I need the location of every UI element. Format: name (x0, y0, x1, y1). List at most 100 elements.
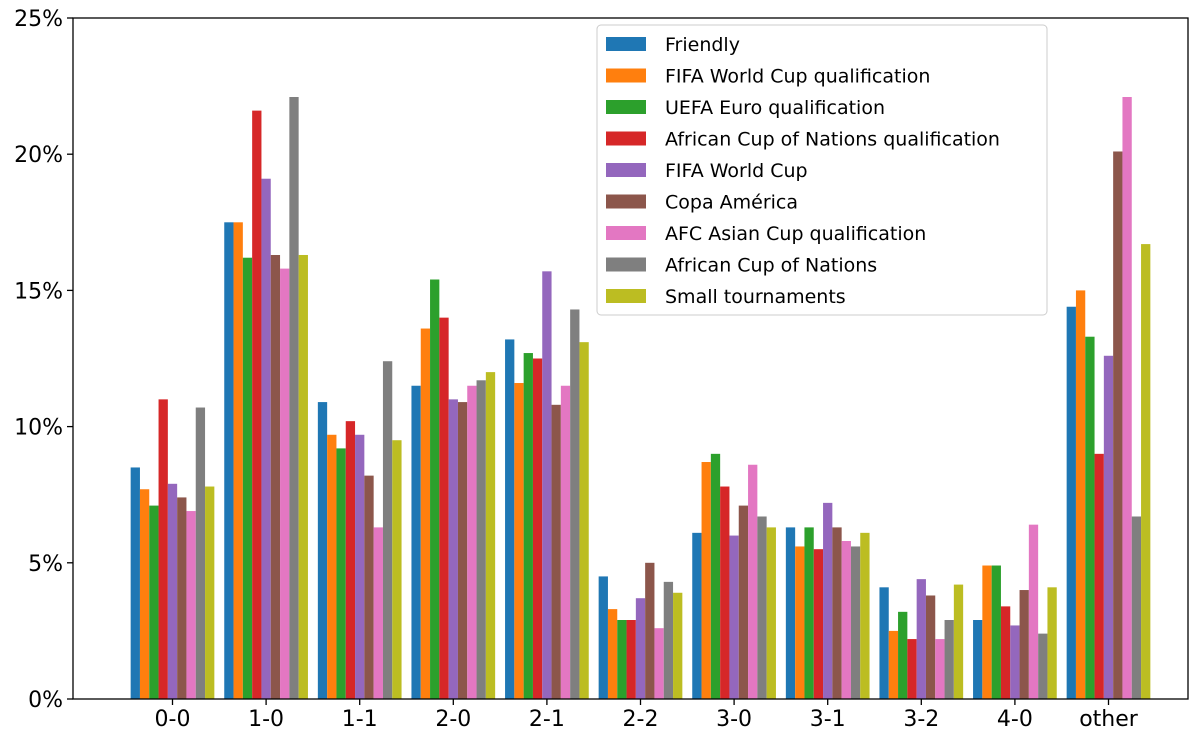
bar-2-1-african-cup-of-nations (570, 309, 580, 699)
bar-3-1-uefa-euro-qualification (804, 527, 814, 699)
bar-1-0-uefa-euro-qualification (242, 257, 253, 699)
bar-2-0-copa-am-rica (457, 402, 468, 699)
bar-4-0-copa-am-rica (1019, 590, 1029, 699)
bar-0-0-friendly (130, 467, 140, 699)
x-tick-label: other (1079, 707, 1139, 732)
bar-2-2-small-tournaments (673, 592, 683, 699)
bar-0-0-african-cup-of-nations-qualification (158, 399, 168, 699)
bar-other-fifa-world-cup-qualification (1075, 290, 1086, 699)
bar-3-1-afc-asian-cup-qualification (841, 541, 851, 699)
bar-2-2-fifa-world-cup (635, 598, 646, 699)
bar-2-2-african-cup-of-nations-qualification (626, 620, 636, 699)
legend-swatch (606, 226, 646, 240)
bar-1-1-fifa-world-cup (355, 434, 365, 699)
bar-2-2-uefa-euro-qualification (617, 620, 627, 699)
legend-label: AFC Asian Cup qualification (665, 223, 926, 245)
bar-0-0-small-tournaments (205, 486, 215, 699)
bar-2-2-friendly (598, 576, 608, 699)
bar-3-0-fifa-world-cup (729, 535, 739, 699)
bar-other-afc-asian-cup-qualification (1122, 97, 1132, 699)
bar-1-1-small-tournaments (392, 440, 402, 699)
x-tick-label: 3-1 (810, 707, 846, 732)
legend-label: FIFA World Cup qualification (665, 66, 930, 88)
bar-3-1-small-tournaments (860, 532, 870, 699)
bar-2-0-afc-asian-cup-qualification (467, 385, 477, 699)
legend: Friendly FIFA World Cup qualification UEFA… (596, 24, 1048, 316)
bar-other-uefa-euro-qualification (1085, 336, 1095, 699)
bar-1-1-fifa-world-cup-qualification (327, 434, 337, 699)
bar-2-0-african-cup-of-nations (476, 380, 486, 699)
bar-3-2-african-cup-of-nations-qualification (907, 639, 917, 699)
legend-swatch (606, 163, 646, 177)
legend-label: Small tournaments (665, 286, 846, 308)
y-tick-label: 5% (28, 552, 63, 577)
x-tick-label: 2-0 (435, 707, 471, 732)
bar-2-2-copa-am-rica (645, 562, 655, 699)
bar-3-0-fifa-world-cup-qualification (701, 462, 711, 699)
bar-3-0-small-tournaments (766, 527, 776, 699)
bar-1-1-uefa-euro-qualification (336, 448, 346, 699)
bar-other-fifa-world-cup (1103, 355, 1114, 699)
bar-other-copa-am-rica (1113, 151, 1123, 700)
bar-1-0-afc-asian-cup-qualification (280, 268, 290, 699)
bar-3-0-copa-am-rica (738, 505, 749, 699)
legend-swatch (606, 194, 646, 209)
legend-label: African Cup of Nations (665, 255, 877, 277)
bar-4-0-small-tournaments (1047, 587, 1057, 699)
bar-3-2-small-tournaments (953, 584, 964, 699)
bar-2-2-fifa-world-cup-qualification (607, 609, 618, 699)
legend-swatch (606, 100, 646, 114)
bar-4-0-friendly (973, 620, 983, 699)
legend-swatch (606, 37, 646, 51)
bar-2-1-friendly (505, 339, 515, 699)
legend-label: Friendly (665, 34, 740, 56)
x-tick-label: 2-1 (529, 707, 565, 732)
bar-0-0-afc-asian-cup-qualification (186, 511, 196, 699)
y-tick-label: 25% (14, 7, 63, 32)
bar-3-0-african-cup-of-nations-qualification (720, 486, 730, 699)
bar-3-0-afc-asian-cup-qualification (748, 464, 758, 699)
bar-0-0-fifa-world-cup-qualification (139, 489, 150, 699)
bar-0-0-fifa-world-cup (167, 483, 178, 699)
legend-label: UEFA Euro qualification (665, 97, 885, 119)
bar-2-1-uefa-euro-qualification (523, 353, 533, 699)
bar-4-0-fifa-world-cup (1010, 625, 1020, 699)
bar-4-0-afc-asian-cup-qualification (1028, 524, 1039, 699)
bar-3-2-fifa-world-cup (916, 579, 926, 699)
bar-3-1-copa-am-rica (832, 527, 842, 699)
bar-1-0-copa-am-rica (270, 254, 281, 700)
bar-2-0-fifa-world-cup-qualification (420, 328, 431, 699)
bar-1-0-fifa-world-cup-qualification (233, 222, 243, 700)
x-tick-label: 0-0 (155, 707, 191, 732)
bar-3-1-friendly (785, 527, 796, 699)
bar-1-1-friendly (317, 402, 328, 699)
bar-1-0-african-cup-of-nations (289, 97, 299, 699)
y-axis: 0% 5% 10% 15% 20% 25% (14, 7, 73, 713)
bar-other-friendly (1066, 306, 1076, 699)
bar-1-1-afc-asian-cup-qualification (373, 527, 383, 699)
bar-2-1-fifa-world-cup-qualification (514, 383, 524, 699)
bar-3-1-fifa-world-cup-qualification (795, 546, 805, 699)
legend-label: African Cup of Nations qualification (665, 129, 1000, 151)
bar-3-2-fifa-world-cup-qualification (888, 630, 899, 699)
bar-0-0-african-cup-of-nations (195, 407, 206, 699)
bar-4-0-fifa-world-cup-qualification (982, 565, 992, 699)
bar-3-0-african-cup-of-nations (757, 516, 767, 699)
bar-0-0-uefa-euro-qualification (149, 505, 159, 699)
bar-2-0-fifa-world-cup (448, 399, 458, 699)
bar-3-2-friendly (879, 587, 889, 699)
bar-2-0-friendly (411, 385, 421, 699)
bar-3-1-fifa-world-cup (823, 502, 833, 699)
x-axis: 0-0 1-0 1-1 2-0 2-1 2-2 3-0 3-1 3-2 4-0 other (155, 699, 1139, 732)
bar-2-1-african-cup-of-nations-qualification (532, 358, 543, 699)
bar-2-0-small-tournaments (485, 372, 496, 699)
bar-2-0-uefa-euro-qualification (430, 279, 440, 699)
bar-other-african-cup-of-nations (1131, 516, 1142, 699)
bar-1-0-african-cup-of-nations-qualification (252, 110, 262, 700)
bar-3-2-copa-am-rica (925, 595, 936, 699)
bar-3-2-afc-asian-cup-qualification (935, 639, 945, 699)
legend-swatch (606, 68, 646, 83)
legend-swatch (606, 257, 646, 272)
x-tick-label: 1-1 (342, 707, 378, 732)
